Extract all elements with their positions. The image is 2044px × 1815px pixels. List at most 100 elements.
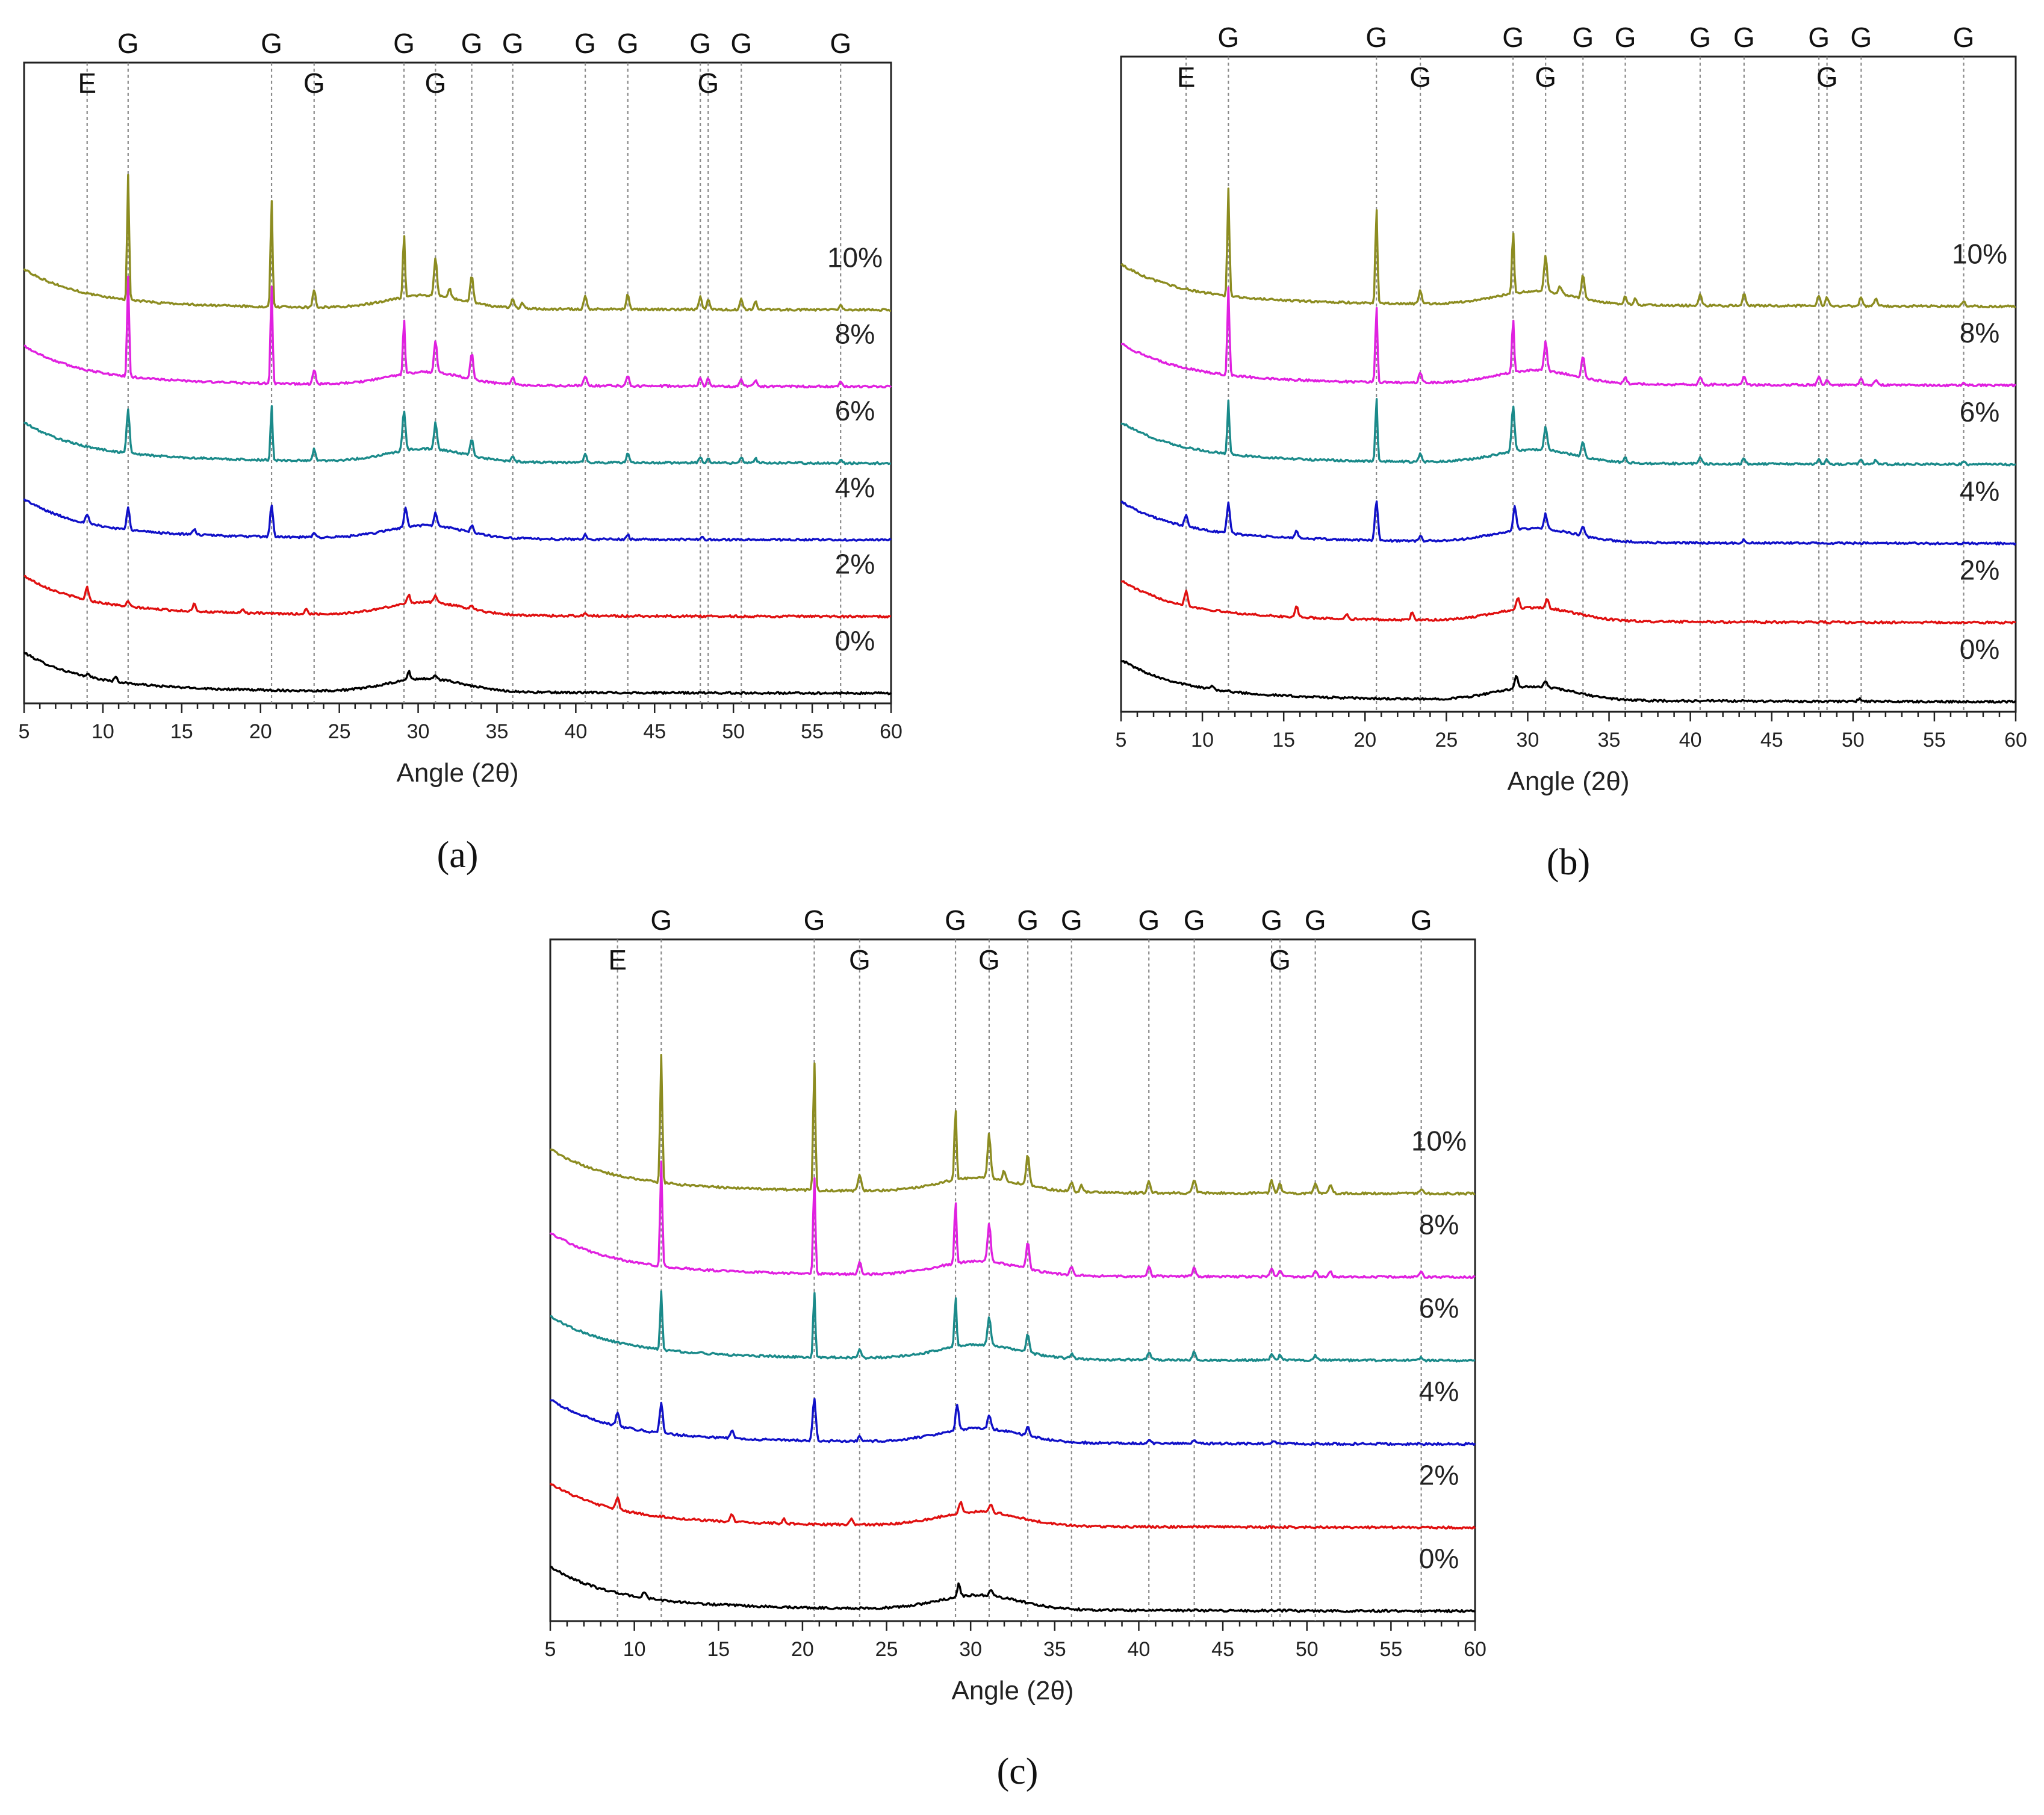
x-tick-label: 55 xyxy=(1923,729,1946,752)
x-axis-title: Angle (2θ) xyxy=(951,1676,1073,1705)
series-line-2pct xyxy=(23,574,892,619)
phase-label: G xyxy=(617,28,639,59)
x-tick-label: 55 xyxy=(801,720,824,743)
series-line-4pct xyxy=(23,498,892,542)
x-tick-label: 30 xyxy=(407,720,430,743)
series-label: 2% xyxy=(1960,555,1999,586)
phase-label: G xyxy=(1816,61,1838,93)
phase-label: G xyxy=(650,904,672,936)
phase-label: G xyxy=(1217,22,1239,53)
x-tick-label: 50 xyxy=(722,720,745,743)
panel-caption: (b) xyxy=(1547,842,1590,883)
phase-label: G xyxy=(730,28,752,59)
series-label: 4% xyxy=(1419,1376,1459,1407)
series-line-8pct xyxy=(1121,286,2016,388)
x-tick-label: 20 xyxy=(791,1638,814,1661)
series-label: 2% xyxy=(835,549,875,580)
x-axis-title: Angle (2θ) xyxy=(396,758,518,788)
phase-label: G xyxy=(393,28,415,59)
phase-label: G xyxy=(1409,61,1431,93)
phase-label: G xyxy=(1261,904,1282,936)
x-tick-label: 50 xyxy=(1296,1638,1319,1661)
series-label: 0% xyxy=(835,625,875,656)
x-tick-label: 20 xyxy=(1353,729,1376,752)
phase-label: G xyxy=(1138,904,1160,936)
phase-label: G xyxy=(830,28,851,59)
x-tick-label: 15 xyxy=(1272,729,1295,752)
series-label: 8% xyxy=(1960,317,1999,349)
x-tick-label: 40 xyxy=(1128,1638,1151,1661)
phase-label: G xyxy=(502,28,524,59)
x-tick-label: 25 xyxy=(1435,729,1458,752)
x-tick-label: 60 xyxy=(1464,1638,1486,1661)
plot-frame xyxy=(549,938,1476,1622)
phase-label: G xyxy=(1365,22,1387,53)
series-line-4pct xyxy=(550,1398,1476,1446)
phase-label: G xyxy=(978,944,1000,976)
x-tick-label: 25 xyxy=(875,1638,898,1661)
series-line-10pct xyxy=(1120,187,2016,308)
series-label: 10% xyxy=(827,241,883,273)
phase-label: G xyxy=(1184,904,1205,936)
phase-label: G xyxy=(1572,22,1594,53)
series-label: 6% xyxy=(1960,396,1999,428)
series-line-0pct xyxy=(1120,659,2017,704)
x-tick-label: 10 xyxy=(92,720,114,743)
series-line-0pct xyxy=(550,1566,1476,1613)
phase-label: G xyxy=(1502,22,1524,53)
series-label: 0% xyxy=(1419,1543,1459,1574)
x-tick-label: 40 xyxy=(564,720,587,743)
phase-label: G xyxy=(1808,22,1830,53)
phase-label: G xyxy=(1733,22,1755,53)
series-label: 8% xyxy=(835,319,875,350)
phase-label: G xyxy=(574,28,596,59)
series-label: 10% xyxy=(1952,238,2007,269)
phase-label: E xyxy=(1177,61,1196,93)
x-tick-label: 45 xyxy=(1760,729,1783,752)
x-tick-label: 60 xyxy=(2004,729,2027,752)
x-tick-label: 5 xyxy=(19,720,30,743)
phase-label: G xyxy=(1017,904,1039,936)
x-tick-label: 45 xyxy=(643,720,666,743)
series-label: 6% xyxy=(1419,1292,1459,1324)
x-tick-label: 10 xyxy=(1191,729,1214,752)
x-tick-label: 45 xyxy=(1211,1638,1234,1661)
phase-label: G xyxy=(303,67,325,99)
phase-label: G xyxy=(689,28,711,59)
phase-label: G xyxy=(117,28,139,59)
x-tick-label: 55 xyxy=(1379,1638,1402,1661)
series-line-8pct xyxy=(549,1160,1476,1280)
series-line-0pct xyxy=(23,651,892,696)
x-axis-title: Angle (2θ) xyxy=(1507,767,1629,796)
x-tick-label: 20 xyxy=(249,720,272,743)
phase-label: G xyxy=(1061,904,1083,936)
x-tick-label: 40 xyxy=(1679,729,1702,752)
x-tick-label: 15 xyxy=(170,720,193,743)
phase-label: G xyxy=(697,67,719,99)
series-line-6pct xyxy=(550,1290,1476,1363)
series-line-8pct xyxy=(23,275,892,388)
phase-label: G xyxy=(1953,22,1975,53)
series-label: 8% xyxy=(1419,1209,1459,1240)
x-tick-label: 30 xyxy=(1517,729,1539,752)
phase-label: E xyxy=(608,944,627,976)
x-tick-label: 35 xyxy=(486,720,509,743)
x-tick-label: 25 xyxy=(328,720,351,743)
plot-frame xyxy=(23,61,892,705)
series-label: 6% xyxy=(835,395,875,426)
series-label: 4% xyxy=(1960,475,1999,506)
series-line-10pct xyxy=(550,1054,1476,1196)
panel-caption: (c) xyxy=(997,1751,1039,1792)
phase-label: G xyxy=(1535,61,1556,93)
series-label: 4% xyxy=(835,472,875,503)
series-label: 10% xyxy=(1411,1125,1467,1157)
panel-caption: (a) xyxy=(437,835,479,876)
phase-label: G xyxy=(1850,22,1872,53)
x-tick-label: 60 xyxy=(880,720,902,743)
phase-label: G xyxy=(1305,904,1326,936)
series-line-6pct xyxy=(23,405,891,465)
phase-label: G xyxy=(1615,22,1636,53)
